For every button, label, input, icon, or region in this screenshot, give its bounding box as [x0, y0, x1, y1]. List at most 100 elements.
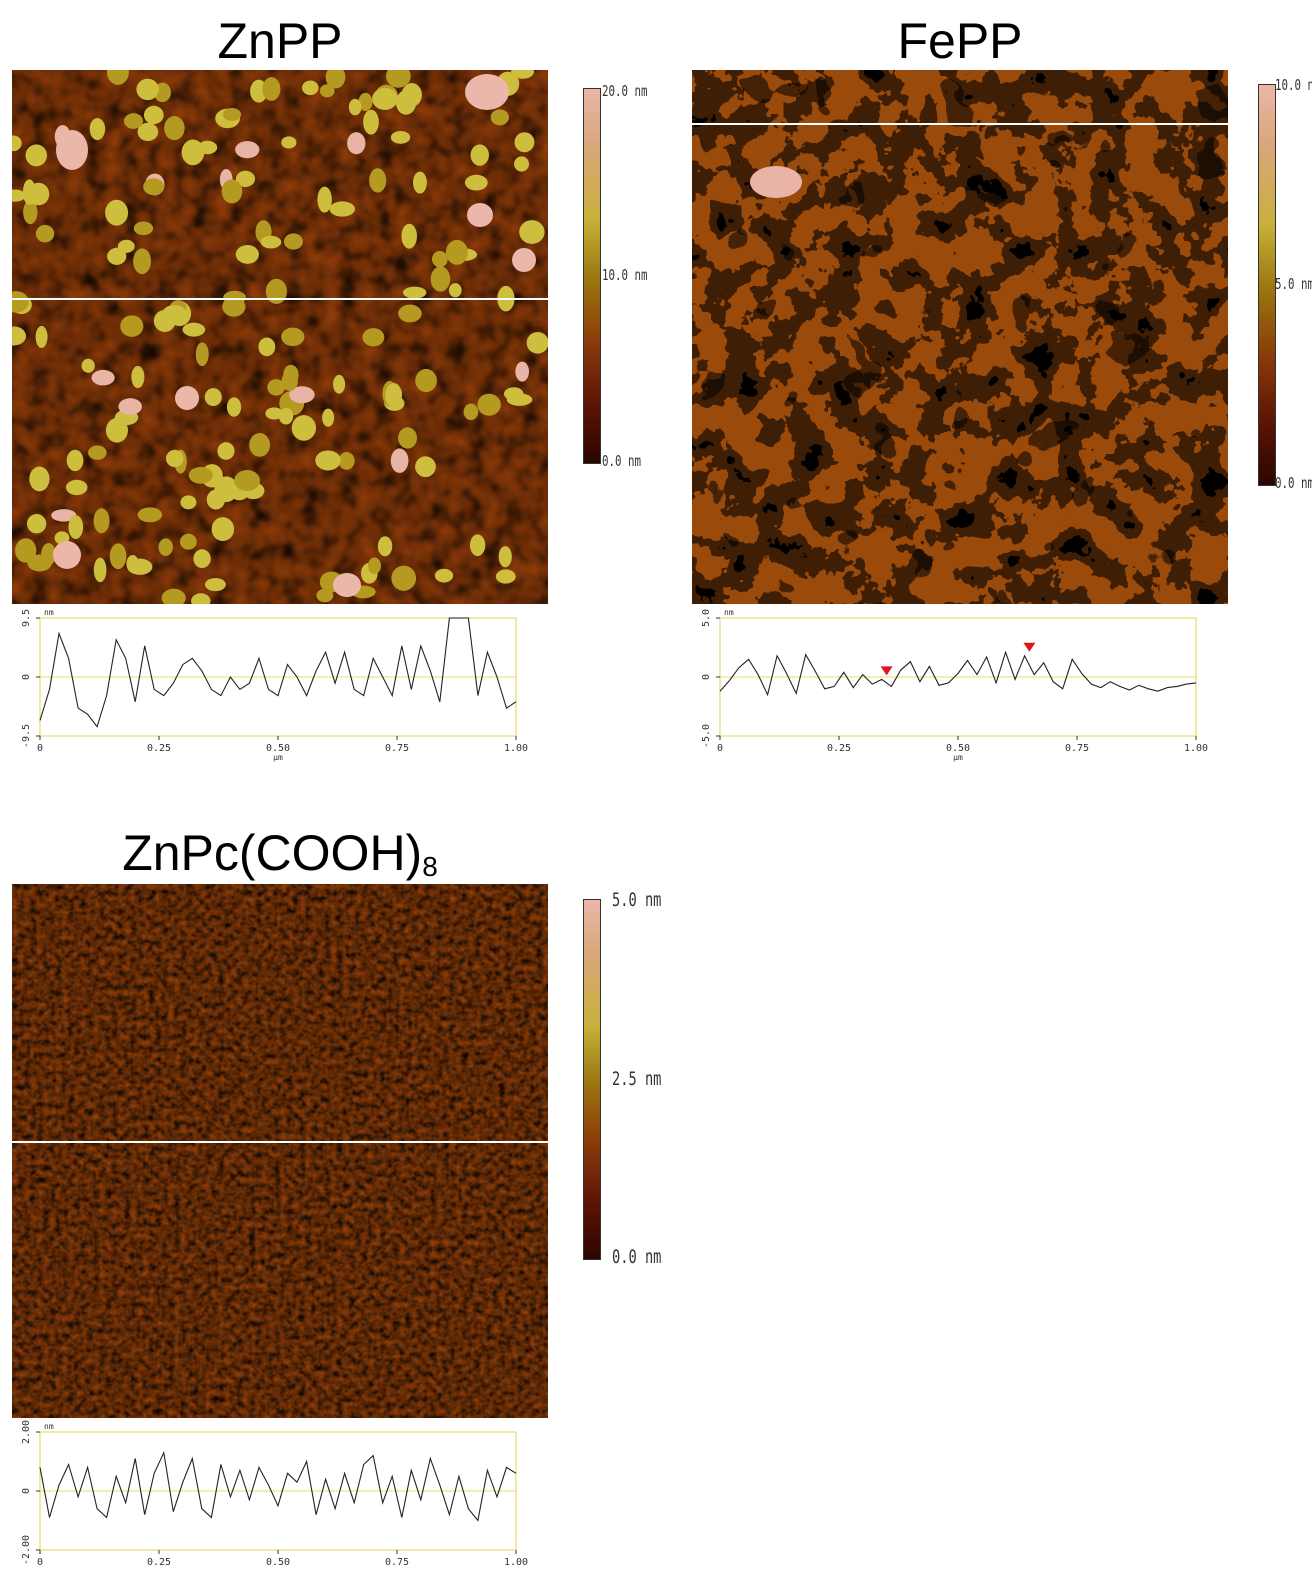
y-tick-label: 0	[21, 1488, 32, 1494]
grain	[434, 568, 454, 583]
grain	[221, 179, 243, 204]
grain	[281, 327, 305, 347]
grain	[22, 179, 36, 205]
x-tick-label: 1.00	[504, 1557, 528, 1568]
title-subscript: 8	[422, 851, 438, 882]
grain	[93, 557, 107, 583]
grain	[123, 113, 144, 129]
grain	[235, 141, 260, 159]
grain	[91, 369, 115, 386]
x-tick-label: 0.75	[1065, 743, 1089, 754]
grain	[348, 98, 362, 116]
y-unit-label: nm	[724, 608, 734, 617]
grain	[490, 109, 509, 126]
profile-line	[39, 617, 517, 728]
grain	[109, 543, 127, 570]
panel-title-znpc: ZnPc(COOH)8	[12, 828, 548, 881]
grain	[398, 427, 418, 449]
x-tick-label: 0.50	[266, 1557, 290, 1568]
grain	[25, 144, 48, 167]
grain	[206, 489, 226, 510]
grain	[118, 398, 142, 415]
grain	[136, 78, 159, 101]
grain-layer	[12, 70, 548, 604]
afm-image-znpp	[12, 70, 548, 604]
grain	[415, 456, 436, 478]
grain	[235, 244, 259, 264]
grain	[477, 393, 501, 416]
grain	[65, 479, 88, 496]
x-tick-label: 0	[717, 743, 723, 754]
grain	[35, 325, 48, 348]
panel-title-fepp: FePP	[897, 13, 1023, 69]
grain	[514, 132, 535, 153]
grain	[495, 569, 516, 584]
scale-label-bottom: 0.0 nm	[602, 452, 642, 470]
y-tick-label: 0	[21, 674, 32, 680]
x-unit-label: µm	[273, 753, 283, 762]
grain	[249, 433, 271, 457]
grain	[316, 588, 334, 603]
grain	[81, 358, 95, 373]
grain	[106, 70, 129, 85]
grain	[161, 588, 186, 604]
grain	[363, 109, 379, 135]
grain	[415, 368, 437, 393]
x-tick-label: 0.50	[946, 743, 970, 754]
scale-label-top: 10.0 nm	[1275, 76, 1312, 94]
grain	[222, 107, 242, 121]
grain	[467, 203, 493, 227]
x-tick-label: 0	[37, 743, 43, 754]
grain	[498, 546, 512, 568]
grain	[262, 77, 281, 101]
grain	[158, 538, 173, 556]
grain	[281, 136, 297, 149]
grain	[161, 304, 188, 325]
grain	[291, 415, 317, 441]
grain	[315, 450, 341, 471]
grain	[133, 221, 154, 236]
grain	[470, 144, 490, 166]
grain	[12, 189, 26, 202]
grain	[131, 365, 145, 389]
scale-label-mid: 10.0 nm	[602, 266, 648, 284]
grain	[93, 508, 110, 534]
grain	[191, 593, 211, 604]
grain	[401, 223, 417, 249]
x-tick-label: 0.25	[827, 743, 851, 754]
grain	[195, 342, 209, 367]
grain	[333, 374, 346, 394]
y-unit-label: nm	[44, 608, 54, 617]
grain	[182, 322, 206, 337]
grain	[463, 403, 479, 420]
grain	[333, 573, 361, 597]
y-tick-label: -2.00	[21, 1535, 32, 1565]
x-tick-label: 0.75	[385, 743, 409, 754]
grain	[511, 70, 535, 79]
cursor-marker	[880, 666, 893, 676]
grain	[362, 328, 385, 347]
grain	[193, 549, 211, 569]
color-scale-bar-znpc	[583, 899, 601, 1260]
x-tick-label: 0	[37, 1557, 43, 1568]
grain	[143, 178, 165, 196]
grain	[66, 449, 84, 472]
afm-image-znpc	[12, 884, 548, 1418]
color-scale-bar-fepp	[1258, 84, 1276, 486]
grain	[68, 515, 84, 540]
grain	[234, 470, 261, 492]
grain	[398, 304, 422, 323]
x-unit-label: µm	[953, 753, 963, 762]
grain	[23, 200, 38, 225]
grain	[377, 536, 393, 557]
grain	[519, 220, 545, 244]
grain	[26, 513, 47, 534]
y-tick-label: 9.5	[21, 609, 32, 627]
grain	[217, 442, 235, 460]
profile-line	[39, 1450, 517, 1522]
grain	[283, 233, 303, 250]
grain	[204, 577, 226, 592]
grain	[265, 278, 287, 304]
grain	[133, 248, 151, 275]
grain	[137, 507, 163, 523]
